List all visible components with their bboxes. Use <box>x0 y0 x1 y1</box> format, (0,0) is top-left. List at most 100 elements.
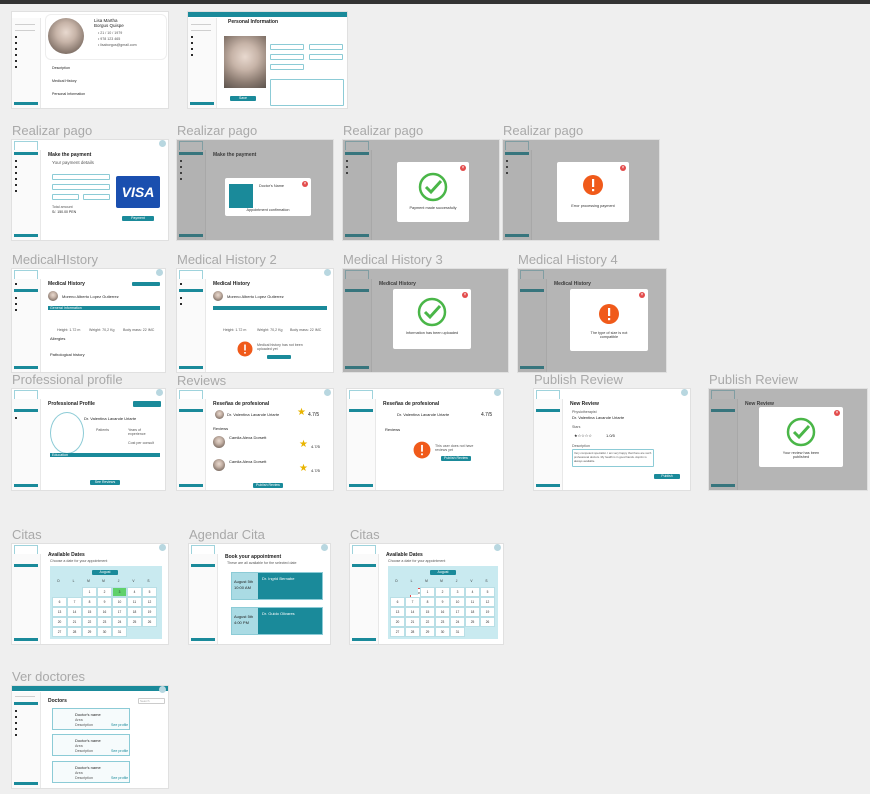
publish-review-button[interactable]: Publish Review <box>253 483 283 488</box>
doctor-card[interactable]: Doctor's name Area Description See profi… <box>52 761 130 783</box>
calendar-day[interactable]: 13 <box>390 607 405 617</box>
calendar-day[interactable]: 27 <box>52 627 67 637</box>
menu-personal-info[interactable]: Personal Information <box>52 92 86 96</box>
calendar-day[interactable]: 15 <box>82 607 97 617</box>
close-icon[interactable]: × <box>462 292 468 298</box>
rating-value: 4.7/5 <box>481 412 493 418</box>
card-holder-input[interactable] <box>52 174 110 180</box>
see-profile-link[interactable]: See profile <box>111 749 129 753</box>
calendar-day[interactable]: 3 <box>112 587 127 597</box>
calendar-day[interactable]: 4 <box>465 587 480 597</box>
calendar-day[interactable]: 11 <box>465 597 480 607</box>
calendar-day[interactable]: 5 <box>480 587 495 597</box>
calendar-day[interactable]: 13 <box>52 607 67 617</box>
star-rating[interactable]: ★☆☆☆☆ <box>574 433 592 438</box>
calendar-day[interactable]: 7 <box>405 597 420 607</box>
calendar-day[interactable]: 26 <box>142 617 157 627</box>
calendar-day[interactable]: 28 <box>405 627 420 637</box>
calendar-day[interactable]: 5 <box>142 587 157 597</box>
calendar-day[interactable]: 30 <box>435 627 450 637</box>
calendar-day[interactable]: 17 <box>450 607 465 617</box>
calendar-day[interactable]: 27 <box>390 627 405 637</box>
calendar-day[interactable]: 23 <box>97 617 112 627</box>
close-icon[interactable]: × <box>834 410 840 416</box>
upload-button[interactable] <box>132 282 160 286</box>
calendar-day[interactable]: 6 <box>52 597 67 607</box>
publish-review-button[interactable]: Publish Review <box>441 456 471 461</box>
calendar-day[interactable]: 19 <box>480 607 495 617</box>
close-icon[interactable]: × <box>302 181 308 187</box>
calendar-day[interactable]: 31 <box>450 627 465 637</box>
calendar-day[interactable]: 12 <box>480 597 495 607</box>
calendar-day[interactable]: 9 <box>97 597 112 607</box>
calendar-day[interactable]: 3 <box>450 587 465 597</box>
calendar-day[interactable]: 22 <box>82 617 97 627</box>
upload-button[interactable] <box>267 355 291 359</box>
calendar-day[interactable]: 15 <box>420 607 435 617</box>
calendar-day[interactable]: 7 <box>67 597 82 607</box>
doctor-card[interactable]: Doctor's name Area Description See profi… <box>52 734 130 756</box>
calendar-day[interactable]: 22 <box>420 617 435 627</box>
calendar-day[interactable]: 10 <box>450 597 465 607</box>
slot-card[interactable]: August 5th 4:00 PM Dr. Guido Olivares <box>231 607 323 635</box>
calendar-day[interactable]: 28 <box>67 627 82 637</box>
calendar-day[interactable]: 25 <box>127 617 142 627</box>
calendar-day[interactable]: 2 <box>435 587 450 597</box>
calendar-day[interactable]: 6 <box>390 597 405 607</box>
calendar-day[interactable]: 11 <box>127 597 142 607</box>
calendar-day[interactable]: 17 <box>112 607 127 617</box>
calendar-day[interactable]: 14 <box>67 607 82 617</box>
see-reviews-button[interactable]: See Reviews <box>90 480 120 485</box>
calendar-day[interactable]: 1 <box>420 587 435 597</box>
cvc-input[interactable] <box>83 194 110 200</box>
general-info-label: General Information <box>50 306 82 310</box>
see-profile-link[interactable]: See profile <box>111 723 129 727</box>
description-textarea[interactable]: Very competent specialist. I am very hap… <box>572 449 654 467</box>
calendar-day[interactable]: 21 <box>405 617 420 627</box>
calendar-day[interactable]: 9 <box>435 597 450 607</box>
calendar-day[interactable]: 24 <box>112 617 127 627</box>
calendar-day[interactable]: 16 <box>97 607 112 617</box>
month-selector[interactable]: August <box>92 570 118 575</box>
menu-description[interactable]: Description <box>52 66 70 70</box>
calendar-day[interactable]: 10 <box>112 597 127 607</box>
save-button[interactable]: Save <box>230 96 256 101</box>
calendar-day[interactable]: 19 <box>142 607 157 617</box>
calendar-day[interactable]: 23 <box>435 617 450 627</box>
calendar-day[interactable]: 30 <box>97 627 112 637</box>
calendar-day[interactable]: 12 <box>142 597 157 607</box>
calendar-day[interactable]: 4 <box>127 587 142 597</box>
schedule-button[interactable] <box>133 401 161 407</box>
calendar-day[interactable]: 26 <box>480 617 495 627</box>
calendar-day[interactable]: 1 <box>82 587 97 597</box>
calendar-day[interactable]: 31 <box>112 627 127 637</box>
calendar-day[interactable]: 8 <box>82 597 97 607</box>
calendar-day[interactable]: 18 <box>465 607 480 617</box>
calendar-day[interactable]: 16 <box>435 607 450 617</box>
publish-button[interactable]: Publish <box>654 474 680 479</box>
doctor-card[interactable]: Doctor's name Area Description See profi… <box>52 708 130 730</box>
month-selector[interactable]: August <box>430 570 456 575</box>
calendar-day[interactable]: 8 <box>420 597 435 607</box>
calendar-day[interactable]: 25 <box>465 617 480 627</box>
card-number-input[interactable] <box>52 184 110 190</box>
calendar-day[interactable]: 29 <box>82 627 97 637</box>
calendar-day[interactable]: 2 <box>97 587 112 597</box>
calendar-day[interactable]: 29 <box>420 627 435 637</box>
calendar-day[interactable]: 20 <box>390 617 405 627</box>
calendar-day[interactable]: 20 <box>52 617 67 627</box>
see-profile-link[interactable]: See profile <box>111 776 129 780</box>
close-icon[interactable]: × <box>639 292 645 298</box>
calendar-day[interactable]: 14 <box>405 607 420 617</box>
avatar[interactable] <box>159 140 166 147</box>
close-icon[interactable]: × <box>460 165 466 171</box>
expiry-input[interactable] <box>52 194 79 200</box>
menu-medical-history[interactable]: Medical History <box>52 79 77 83</box>
calendar-day[interactable]: 24 <box>450 617 465 627</box>
slot-card[interactable]: August 5th 10:00 AM Dr. Ingrid Bernabe <box>231 572 323 600</box>
calendar-day[interactable]: 18 <box>127 607 142 617</box>
calendar-day[interactable]: 21 <box>67 617 82 627</box>
search-input[interactable]: Search <box>138 698 165 704</box>
pay-button[interactable]: Payment <box>122 216 154 221</box>
close-icon[interactable]: × <box>620 165 626 171</box>
